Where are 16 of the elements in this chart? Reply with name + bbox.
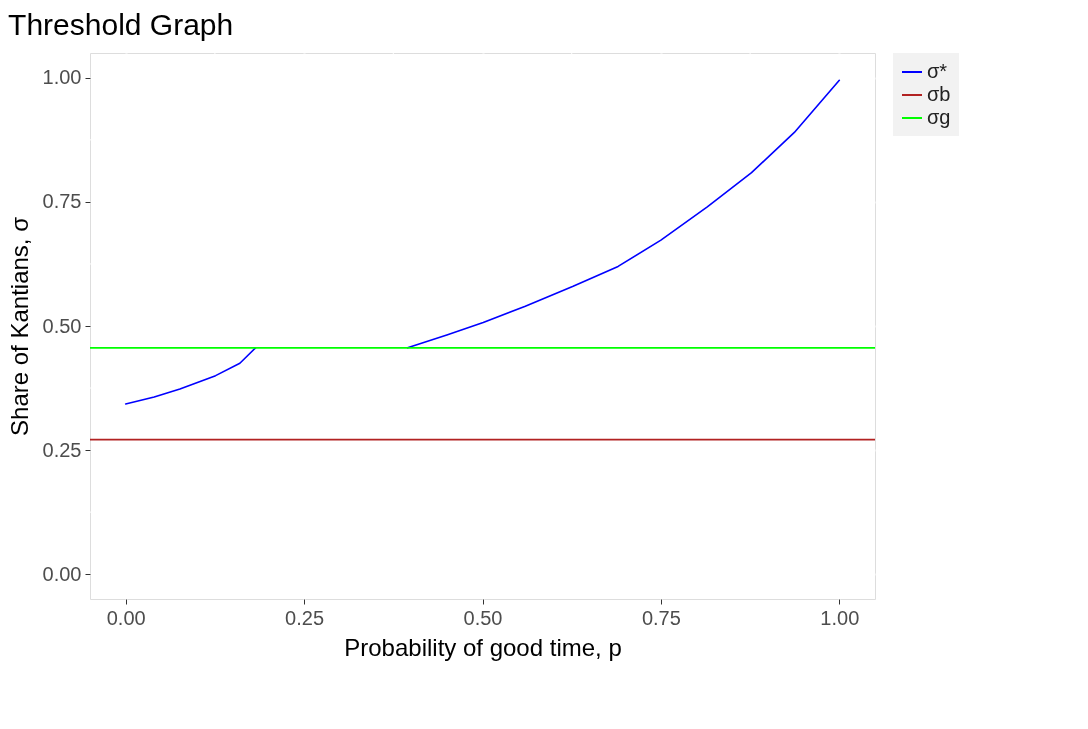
- x-tick-label: 0.75: [641, 606, 681, 629]
- legend-label: σ*: [927, 60, 948, 82]
- x-tick-label: 1.00: [820, 606, 860, 629]
- x-tick-label: 0.50: [463, 606, 503, 629]
- y-tick-label: 0.00: [42, 562, 82, 585]
- chart-title: Threshold Graph: [8, 7, 234, 41]
- x-axis-title: Probability of good time, p: [344, 633, 622, 661]
- y-axis-title: Share of Kantians, σ: [5, 216, 33, 436]
- x-tick-label: 0.00: [106, 606, 146, 629]
- x-tick-label: 0.25: [285, 606, 325, 629]
- y-tick-label: 0.25: [42, 438, 82, 461]
- y-tick-label: 0.50: [42, 314, 82, 337]
- y-tick-label: 1.00: [42, 66, 82, 89]
- y-tick-label: 0.75: [42, 190, 82, 213]
- legend-label: σb: [927, 83, 951, 105]
- legend-label: σg: [927, 106, 951, 128]
